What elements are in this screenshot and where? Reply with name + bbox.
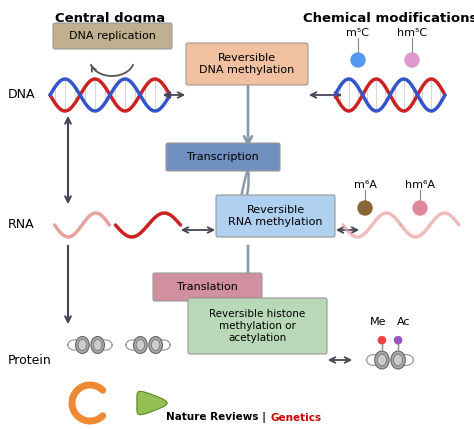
Text: ?: ? (219, 227, 225, 239)
Text: Reversible
RNA methylation: Reversible RNA methylation (228, 205, 323, 227)
Ellipse shape (75, 336, 89, 353)
FancyBboxPatch shape (153, 273, 262, 301)
Text: Ac: Ac (397, 317, 411, 327)
Circle shape (358, 201, 372, 215)
Text: Central dogma: Central dogma (55, 12, 165, 25)
FancyBboxPatch shape (166, 143, 280, 171)
Text: m⁵C: m⁵C (346, 28, 370, 38)
Text: Reversible histone
methylation or
acetylation: Reversible histone methylation or acetyl… (210, 309, 306, 343)
Ellipse shape (151, 339, 160, 350)
Circle shape (394, 337, 401, 344)
Circle shape (351, 53, 365, 67)
Ellipse shape (375, 351, 389, 369)
Text: Translation: Translation (177, 282, 238, 292)
Ellipse shape (93, 339, 102, 350)
Text: hm⁶A: hm⁶A (405, 180, 435, 190)
Text: Me: Me (370, 317, 386, 327)
Text: hm⁵C: hm⁵C (397, 28, 427, 38)
FancyBboxPatch shape (216, 195, 335, 237)
Text: ?: ? (219, 206, 225, 220)
FancyBboxPatch shape (188, 298, 327, 354)
Text: Transcription: Transcription (187, 152, 259, 162)
Ellipse shape (91, 336, 104, 353)
Circle shape (405, 53, 419, 67)
Circle shape (378, 337, 385, 344)
Ellipse shape (391, 351, 405, 369)
Text: RNA: RNA (8, 218, 35, 232)
Ellipse shape (393, 354, 402, 366)
Ellipse shape (134, 336, 147, 353)
FancyBboxPatch shape (53, 23, 172, 49)
Text: Genetics: Genetics (271, 413, 322, 423)
Text: DNA replication: DNA replication (69, 31, 156, 41)
Ellipse shape (377, 354, 386, 366)
Polygon shape (137, 391, 167, 415)
FancyBboxPatch shape (186, 43, 308, 85)
Text: Chemical modifications: Chemical modifications (303, 12, 474, 25)
Text: Reversible
DNA methylation: Reversible DNA methylation (200, 53, 295, 75)
Ellipse shape (78, 339, 87, 350)
Circle shape (413, 201, 427, 215)
Ellipse shape (136, 339, 145, 350)
Text: Protein: Protein (8, 353, 52, 366)
Text: Nature Reviews |: Nature Reviews | (166, 412, 270, 423)
Ellipse shape (149, 336, 163, 353)
Text: m⁶A: m⁶A (354, 180, 376, 190)
Text: DNA: DNA (8, 88, 36, 102)
